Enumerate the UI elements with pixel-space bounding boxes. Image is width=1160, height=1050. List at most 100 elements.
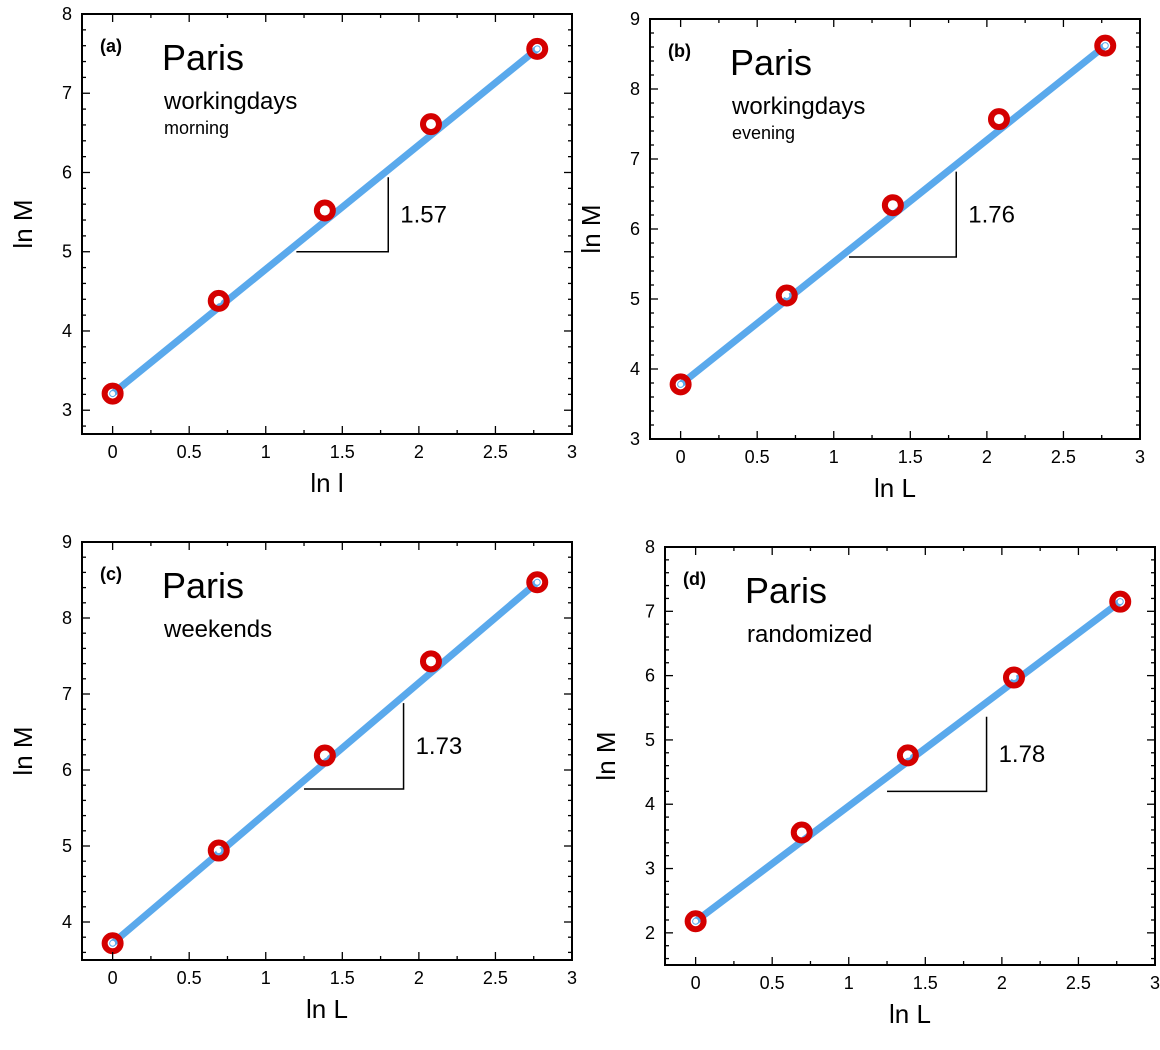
x-tick-label: 2	[414, 442, 424, 462]
x-tick-label: 1	[829, 447, 839, 467]
data-point	[526, 37, 549, 60]
x-tick-label: 0.5	[177, 968, 202, 988]
chart-panel-b: 1.76 0 0.5 1 1.5 2 2.5 3 3 4 5 6 7 8 9 (b) Paris work…	[576, 9, 1145, 503]
x-tick-label: 0.5	[177, 442, 202, 462]
x-axis-label: ln L	[889, 999, 931, 1029]
y-tick-label: 5	[62, 836, 72, 856]
data-point-ring	[1109, 590, 1132, 613]
x-tick-label: 2.5	[483, 442, 508, 462]
time-of-day-label: evening	[732, 123, 795, 143]
y-tick-label: 5	[62, 242, 72, 262]
data-point-center	[1011, 675, 1017, 681]
data-point	[313, 199, 336, 222]
x-tick-label: 2	[997, 973, 1007, 993]
y-tick-label: 8	[62, 608, 72, 628]
condition-label: workingdays	[731, 93, 865, 120]
slope-label: 1.57	[400, 201, 447, 228]
data-point-center	[216, 848, 222, 854]
x-tick-label: 1	[261, 968, 271, 988]
condition-label: workingdays	[163, 88, 297, 115]
data-point-ring	[775, 284, 798, 307]
y-tick-label: 7	[62, 684, 72, 704]
x-tick-label: 3	[1150, 973, 1160, 993]
y-tick-label: 8	[62, 4, 72, 24]
chart-panel-d: 1.78 0 0.5 1 1.5 2 2.5 3 2 3 4 5 6 7 8 (d) Paris rand…	[591, 537, 1160, 1029]
data-point	[1094, 34, 1117, 57]
data-point	[419, 650, 442, 673]
plot-area: 1.78 0 0.5 1 1.5 2 2.5 3 2 3 4 5 6 7 8	[645, 537, 1160, 993]
slope-triangle	[887, 716, 988, 793]
data-point-center	[428, 658, 434, 664]
slope-indicator: 1.57	[296, 177, 447, 253]
y-tick-label: 8	[645, 537, 655, 557]
x-tick-label: 0	[108, 968, 118, 988]
slope-triangle	[849, 171, 957, 258]
time-of-day-label: morning	[164, 118, 229, 138]
data-point	[775, 284, 798, 307]
data-point-ring	[526, 37, 549, 60]
x-tick-label: 0	[108, 442, 118, 462]
slope-label: 1.76	[968, 201, 1015, 228]
data-points	[101, 571, 549, 955]
x-tick-label: 3	[567, 968, 577, 988]
data-point	[207, 289, 230, 312]
data-point-ring	[207, 289, 230, 312]
y-tick-label: 3	[645, 859, 655, 879]
condition-label: weekends	[163, 616, 272, 643]
plot-frame	[664, 546, 1156, 966]
city-title: Paris	[162, 37, 244, 78]
data-point-ring	[790, 821, 813, 844]
condition-label: randomized	[747, 621, 872, 648]
panel-label: (a)	[100, 36, 122, 56]
data-point	[684, 910, 707, 933]
y-tick-label: 5	[645, 730, 655, 750]
y-tick-label: 5	[630, 289, 640, 309]
data-point-ring	[1002, 666, 1025, 689]
panel-label: (d)	[683, 569, 706, 589]
x-axis-label: ln L	[306, 994, 348, 1024]
data-point-center	[784, 293, 790, 298]
data-points	[669, 34, 1117, 396]
y-tick-label: 4	[630, 359, 640, 379]
y-tick-label: 3	[630, 429, 640, 449]
city-title: Paris	[730, 42, 812, 83]
data-point	[101, 932, 124, 955]
x-tick-label: 3	[567, 442, 577, 462]
data-point-ring	[313, 199, 336, 222]
data-point-center	[110, 391, 116, 397]
data-point	[419, 113, 442, 136]
plot-frame	[649, 18, 1141, 440]
data-point-center	[890, 202, 896, 208]
x-tick-label: 2.5	[1051, 447, 1076, 467]
data-point-center	[322, 753, 328, 759]
data-point-center	[534, 579, 540, 585]
data-point-ring	[419, 650, 442, 673]
plot-frame	[81, 541, 573, 961]
y-tick-label: 2	[645, 923, 655, 943]
data-point	[1109, 590, 1132, 613]
y-axis-label: ln M	[8, 199, 38, 248]
data-point-ring	[207, 839, 230, 862]
data-point-ring	[987, 108, 1010, 131]
panel-label: (b)	[668, 41, 691, 61]
slope-label: 1.73	[416, 733, 463, 760]
x-tick-label: 2	[982, 447, 992, 467]
axis-ticks: 0 0.5 1 1.5 2 2.5 3 3 4 5 6 7 8 9	[630, 9, 1145, 467]
y-tick-label: 8	[630, 79, 640, 99]
data-point-ring	[669, 373, 692, 396]
data-point-center	[996, 116, 1002, 122]
data-point-center	[322, 208, 328, 214]
chart-panel-c: 1.73 0 0.5 1 1.5 2 2.5 3 4 5 6 7 8 9 (c) Paris weeke…	[8, 532, 577, 1024]
data-point	[1002, 666, 1025, 689]
plot-area: 1.73 0 0.5 1 1.5 2 2.5 3 4 5 6 7 8 9	[62, 532, 577, 988]
data-point-center	[216, 298, 222, 304]
data-point-center	[110, 940, 116, 946]
slope-indicator: 1.73	[304, 703, 463, 790]
data-point	[987, 108, 1010, 131]
slope-triangle	[304, 703, 405, 790]
data-point-center	[693, 918, 699, 924]
y-tick-label: 6	[62, 162, 72, 182]
y-tick-label: 7	[645, 601, 655, 621]
x-tick-label: 2.5	[483, 968, 508, 988]
data-point-center	[428, 121, 434, 127]
